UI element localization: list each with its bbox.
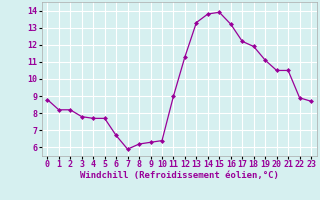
X-axis label: Windchill (Refroidissement éolien,°C): Windchill (Refroidissement éolien,°C) [80,171,279,180]
